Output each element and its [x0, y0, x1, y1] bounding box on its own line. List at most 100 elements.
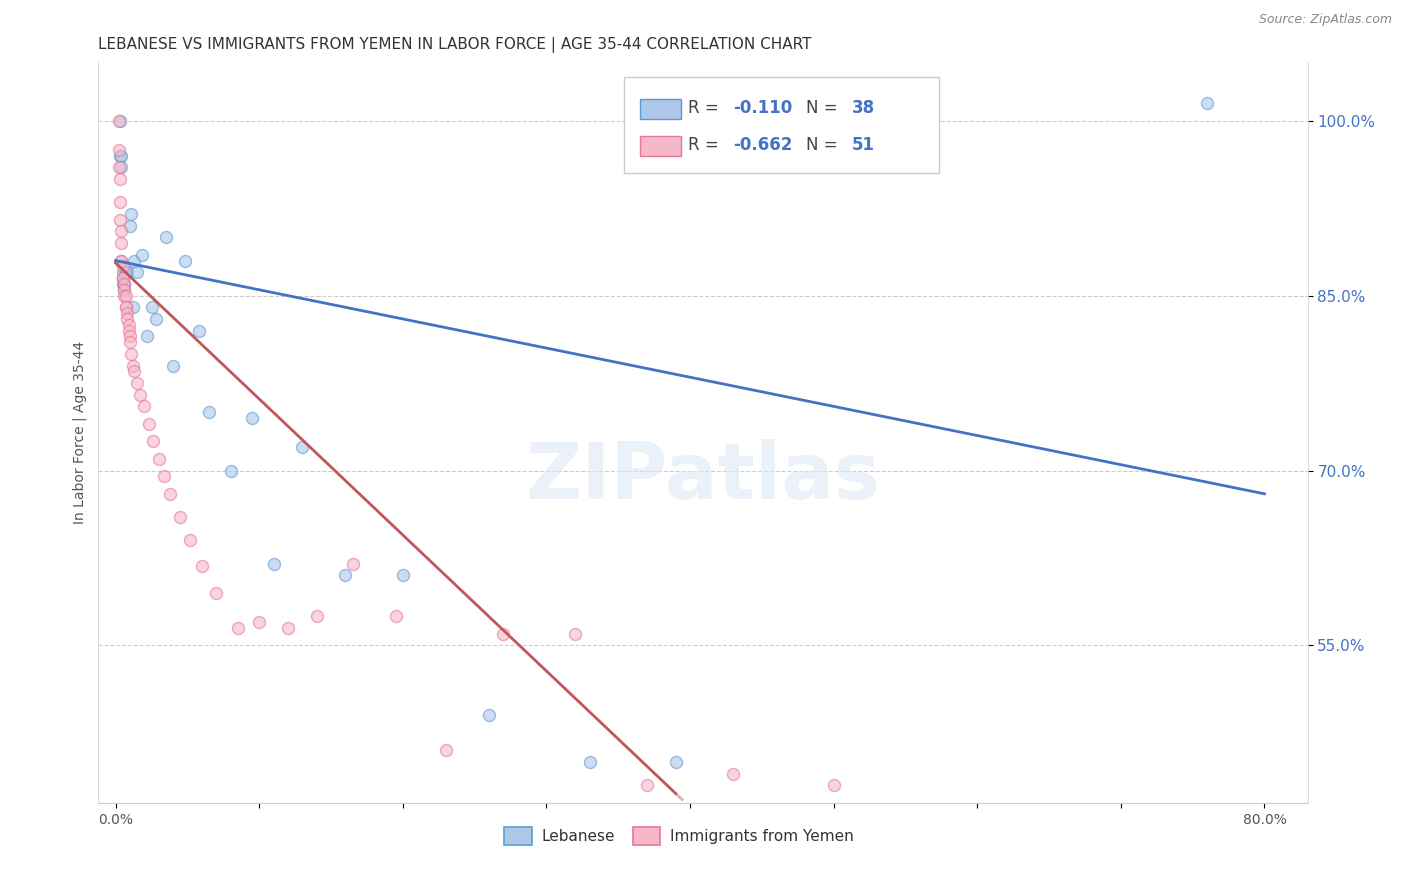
Point [108, 113, 131, 128]
Point [142, 434, 165, 449]
Point [118, 219, 141, 233]
Point [434, 743, 457, 757]
Point [335, 568, 357, 582]
Point [120, 347, 142, 361]
Point [111, 265, 134, 279]
Point [112, 277, 135, 291]
Text: Source: ZipAtlas.com: Source: ZipAtlas.com [1258, 13, 1392, 27]
Point [169, 510, 191, 524]
Point [823, 778, 845, 792]
Point [478, 708, 501, 723]
Point [114, 265, 136, 279]
Point [148, 451, 170, 466]
Point [159, 487, 181, 501]
Point [118, 329, 141, 343]
Text: ZIPatlas: ZIPatlas [526, 439, 880, 515]
Point [162, 359, 184, 373]
Point [129, 388, 152, 402]
Point [564, 626, 586, 640]
Point [138, 417, 160, 431]
Text: N =: N = [806, 136, 842, 154]
Point [110, 225, 132, 239]
Point [117, 324, 139, 338]
Point [110, 253, 132, 268]
Point [120, 207, 142, 221]
Point [131, 248, 153, 262]
Point [108, 172, 131, 186]
Point [112, 277, 135, 291]
Point [198, 405, 221, 419]
Point [110, 236, 132, 251]
Point [342, 557, 364, 571]
Point [110, 161, 132, 175]
Point [153, 469, 176, 483]
Point [111, 260, 134, 274]
Point [721, 766, 744, 780]
Point [114, 300, 136, 314]
Point [112, 277, 135, 291]
Point [110, 253, 132, 268]
Point [124, 364, 146, 378]
Point [226, 621, 249, 635]
Point [112, 283, 135, 297]
Point [665, 755, 688, 769]
Point [247, 615, 270, 629]
Point [115, 312, 138, 326]
Point [122, 359, 145, 373]
Point [118, 335, 141, 350]
Point [636, 778, 658, 792]
Point [219, 463, 242, 477]
Point [115, 265, 138, 279]
Text: LEBANESE VS IMMIGRANTS FROM YEMEN IN LABOR FORCE | AGE 35-44 CORRELATION CHART: LEBANESE VS IMMIGRANTS FROM YEMEN IN LAB… [98, 37, 811, 53]
Point [141, 300, 163, 314]
Point [136, 329, 159, 343]
Point [108, 195, 131, 210]
Point [127, 376, 149, 390]
Point [111, 271, 134, 285]
Point [108, 149, 131, 163]
Point [384, 609, 406, 624]
FancyBboxPatch shape [640, 99, 682, 120]
Point [122, 300, 145, 314]
Point [155, 230, 177, 244]
Text: -0.110: -0.110 [734, 99, 793, 118]
Text: N =: N = [806, 99, 842, 118]
Point [108, 212, 131, 227]
Point [392, 568, 415, 582]
Point [111, 271, 134, 285]
Point [173, 253, 195, 268]
FancyBboxPatch shape [640, 136, 682, 156]
Text: -0.662: -0.662 [734, 136, 793, 154]
Point [191, 559, 214, 574]
Point [205, 586, 228, 600]
Point [114, 288, 136, 302]
Point [240, 411, 263, 425]
Point [145, 312, 167, 326]
Text: R =: R = [689, 136, 724, 154]
Point [111, 271, 134, 285]
Point [187, 324, 209, 338]
Point [492, 626, 515, 640]
Point [291, 440, 314, 454]
Point [578, 755, 600, 769]
Point [134, 400, 156, 414]
Text: R =: R = [689, 99, 724, 118]
Point [179, 533, 201, 548]
Text: 38: 38 [852, 99, 875, 118]
Point [107, 113, 129, 128]
Point [114, 265, 136, 279]
Point [124, 253, 146, 268]
Point [112, 283, 135, 297]
Legend: Lebanese, Immigrants from Yemen: Lebanese, Immigrants from Yemen [498, 821, 859, 851]
Point [112, 288, 135, 302]
Point [1197, 96, 1219, 111]
Point [127, 265, 149, 279]
Point [111, 277, 134, 291]
Point [107, 161, 129, 175]
Point [114, 300, 136, 314]
Text: 51: 51 [852, 136, 875, 154]
Point [115, 306, 138, 320]
Point [305, 609, 328, 624]
Point [107, 143, 129, 157]
Point [117, 318, 139, 332]
